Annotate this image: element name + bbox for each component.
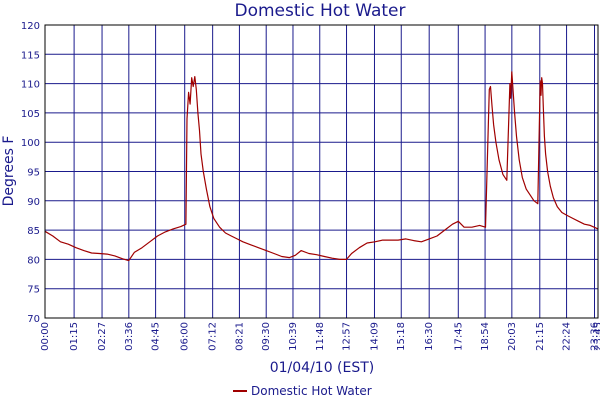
x-tick-label: 08:21 — [234, 322, 245, 351]
x-tick-label: 22:24 — [562, 322, 573, 351]
y-tick-label: 120 — [21, 21, 40, 32]
x-tick-label: 23:45 — [593, 322, 600, 351]
y-axis-label: Degrees F — [1, 136, 17, 207]
x-tick-label: 01:15 — [69, 322, 80, 351]
x-tick-labels: 00:00 01:15 02:27 03:36 04:45 06:00 07:12 08:21… — [40, 322, 600, 351]
y-tick-label: 105 — [21, 109, 40, 120]
x-tick-label: 20:03 — [507, 322, 518, 351]
x-tick-label: 16:30 — [424, 322, 435, 351]
y-tick-label: 110 — [21, 80, 40, 91]
y-tick-label: 85 — [27, 226, 40, 237]
legend-label: Domestic Hot Water — [251, 384, 372, 398]
x-tick-label: 11:48 — [315, 322, 326, 351]
x-tick-label: 23:36 — [590, 322, 600, 351]
plot-frame — [44, 24, 599, 319]
y-tick-label: 100 — [21, 138, 40, 149]
series-line — [44, 71, 599, 262]
legend: Domestic Hot Water — [233, 384, 372, 398]
x-tick-label: 06:00 — [180, 322, 191, 351]
y-tick-label: 115 — [21, 50, 40, 61]
x-tick-label: 02:27 — [97, 322, 108, 351]
y-tick-label: 90 — [27, 197, 40, 208]
x-tick-label: 17:45 — [453, 322, 464, 351]
y-tick-label: 75 — [27, 285, 40, 296]
x-tick-label: 12:57 — [342, 322, 353, 351]
x-tick-label: 18:54 — [480, 322, 491, 351]
x-tick-label: 10:39 — [288, 322, 299, 351]
x-axis-label: 01/04/10 (EST) — [270, 360, 375, 376]
x-tick-label: 09:30 — [261, 322, 272, 351]
x-tick-label: 07:12 — [208, 322, 219, 351]
grid — [44, 24, 599, 319]
x-tick-label: 03:36 — [124, 322, 135, 351]
y-tick-labels: 70 75 80 85 90 95 100 105 110 115 120 — [21, 21, 40, 325]
x-tick-label: 15:18 — [396, 322, 407, 351]
x-tick-label: 00:00 — [40, 322, 51, 351]
x-tick-label: 14:09 — [369, 322, 380, 351]
y-tick-label: 70 — [27, 314, 40, 325]
x-tick-label: 21:15 — [535, 322, 546, 351]
chart-title: Domestic Hot Water — [234, 1, 405, 21]
x-tick-label: 04:45 — [151, 322, 162, 351]
y-tick-label: 95 — [27, 168, 40, 179]
series-layer — [44, 71, 599, 262]
y-tick-label: 80 — [27, 255, 40, 266]
